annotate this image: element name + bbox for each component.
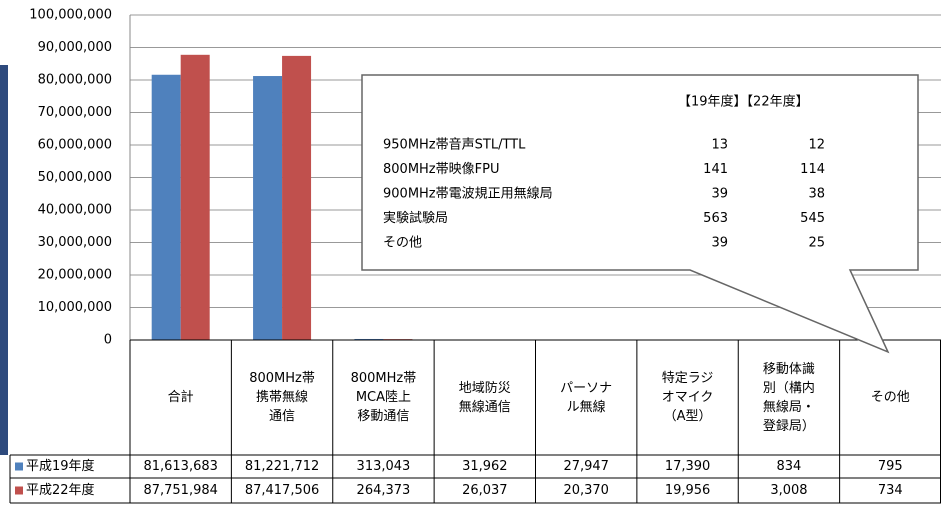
callout-value: 563	[703, 211, 728, 226]
category-label: 特定ラジ オマイク （A型）	[661, 371, 714, 424]
table-value: 734	[878, 483, 903, 498]
category-label: パーソナ ル無線	[560, 380, 613, 415]
callout-value: 25	[808, 236, 825, 251]
bar	[253, 76, 283, 341]
y-tick-label: 0	[104, 333, 112, 348]
bar	[151, 74, 181, 341]
callout-name: 950MHz帯音声STL/TTL	[383, 137, 526, 153]
bar	[282, 55, 312, 341]
legend-label: 平成22年度	[26, 482, 95, 498]
table-value: 81,221,712	[245, 459, 319, 474]
category-label: その他	[870, 390, 910, 405]
category-label: 地域防災 無線通信	[458, 380, 511, 415]
callout-value: 13	[711, 138, 728, 153]
table-value: 87,751,984	[143, 483, 217, 498]
callout-value: 114	[800, 162, 825, 177]
category-label: 合計	[167, 390, 194, 405]
callout-value: 38	[808, 187, 825, 202]
table-value: 87,417,506	[245, 483, 319, 498]
legend-swatch	[15, 486, 23, 495]
callout-value: 12	[808, 138, 825, 153]
callout-value: 39	[711, 236, 728, 251]
table-value: 27,947	[563, 459, 609, 474]
callout-name: 900MHz帯電波規正用無線局	[383, 186, 553, 202]
y-tick-label: 10,000,000	[38, 300, 112, 315]
y-tick-label: 60,000,000	[38, 138, 112, 153]
legend-label: 平成19年度	[26, 458, 95, 474]
side-bar	[0, 65, 8, 455]
y-tick-label: 30,000,000	[38, 235, 112, 250]
table-value: 264,373	[357, 483, 411, 498]
y-tick-label: 80,000,000	[38, 73, 112, 88]
y-tick-label: 70,000,000	[38, 105, 112, 120]
y-tick-label: 50,000,000	[38, 170, 112, 185]
table-value: 31,962	[462, 459, 508, 474]
callout-name: 実験試験局	[383, 210, 448, 226]
table-value: 17,390	[665, 459, 711, 474]
callout	[361, 74, 919, 354]
table-value: 81,613,683	[143, 459, 217, 474]
table-value: 313,043	[357, 459, 411, 474]
callout-name: 800MHz帯映像FPU	[383, 162, 499, 177]
y-tick-label: 100,000,000	[29, 8, 112, 23]
callout-value: 141	[703, 162, 728, 177]
y-tick-label: 40,000,000	[38, 203, 112, 218]
table-value: 3,008	[770, 483, 807, 498]
bar	[354, 338, 384, 340]
callout-header: 【19年度】【22年度】	[678, 94, 809, 110]
y-tick-label: 90,000,000	[38, 40, 112, 55]
callout-value: 545	[800, 211, 825, 226]
table-value: 795	[878, 459, 903, 474]
category-label: 移動体識 別（構内 無線局・ 登録局）	[762, 361, 815, 434]
table-value: 19,956	[665, 483, 711, 498]
category-label: 800MHz帯 携帯無線 通信	[249, 371, 315, 424]
table-value: 20,370	[563, 483, 609, 498]
legend-swatch	[15, 462, 23, 471]
y-tick-label: 20,000,000	[38, 268, 112, 283]
category-label: 800MHz帯 MCA陸上 移動通信	[350, 371, 417, 424]
callout-value: 39	[711, 187, 728, 202]
table-value: 834	[777, 459, 802, 474]
callout-name: その他	[383, 236, 422, 251]
table-value: 26,037	[462, 483, 508, 498]
bar	[180, 54, 210, 340]
